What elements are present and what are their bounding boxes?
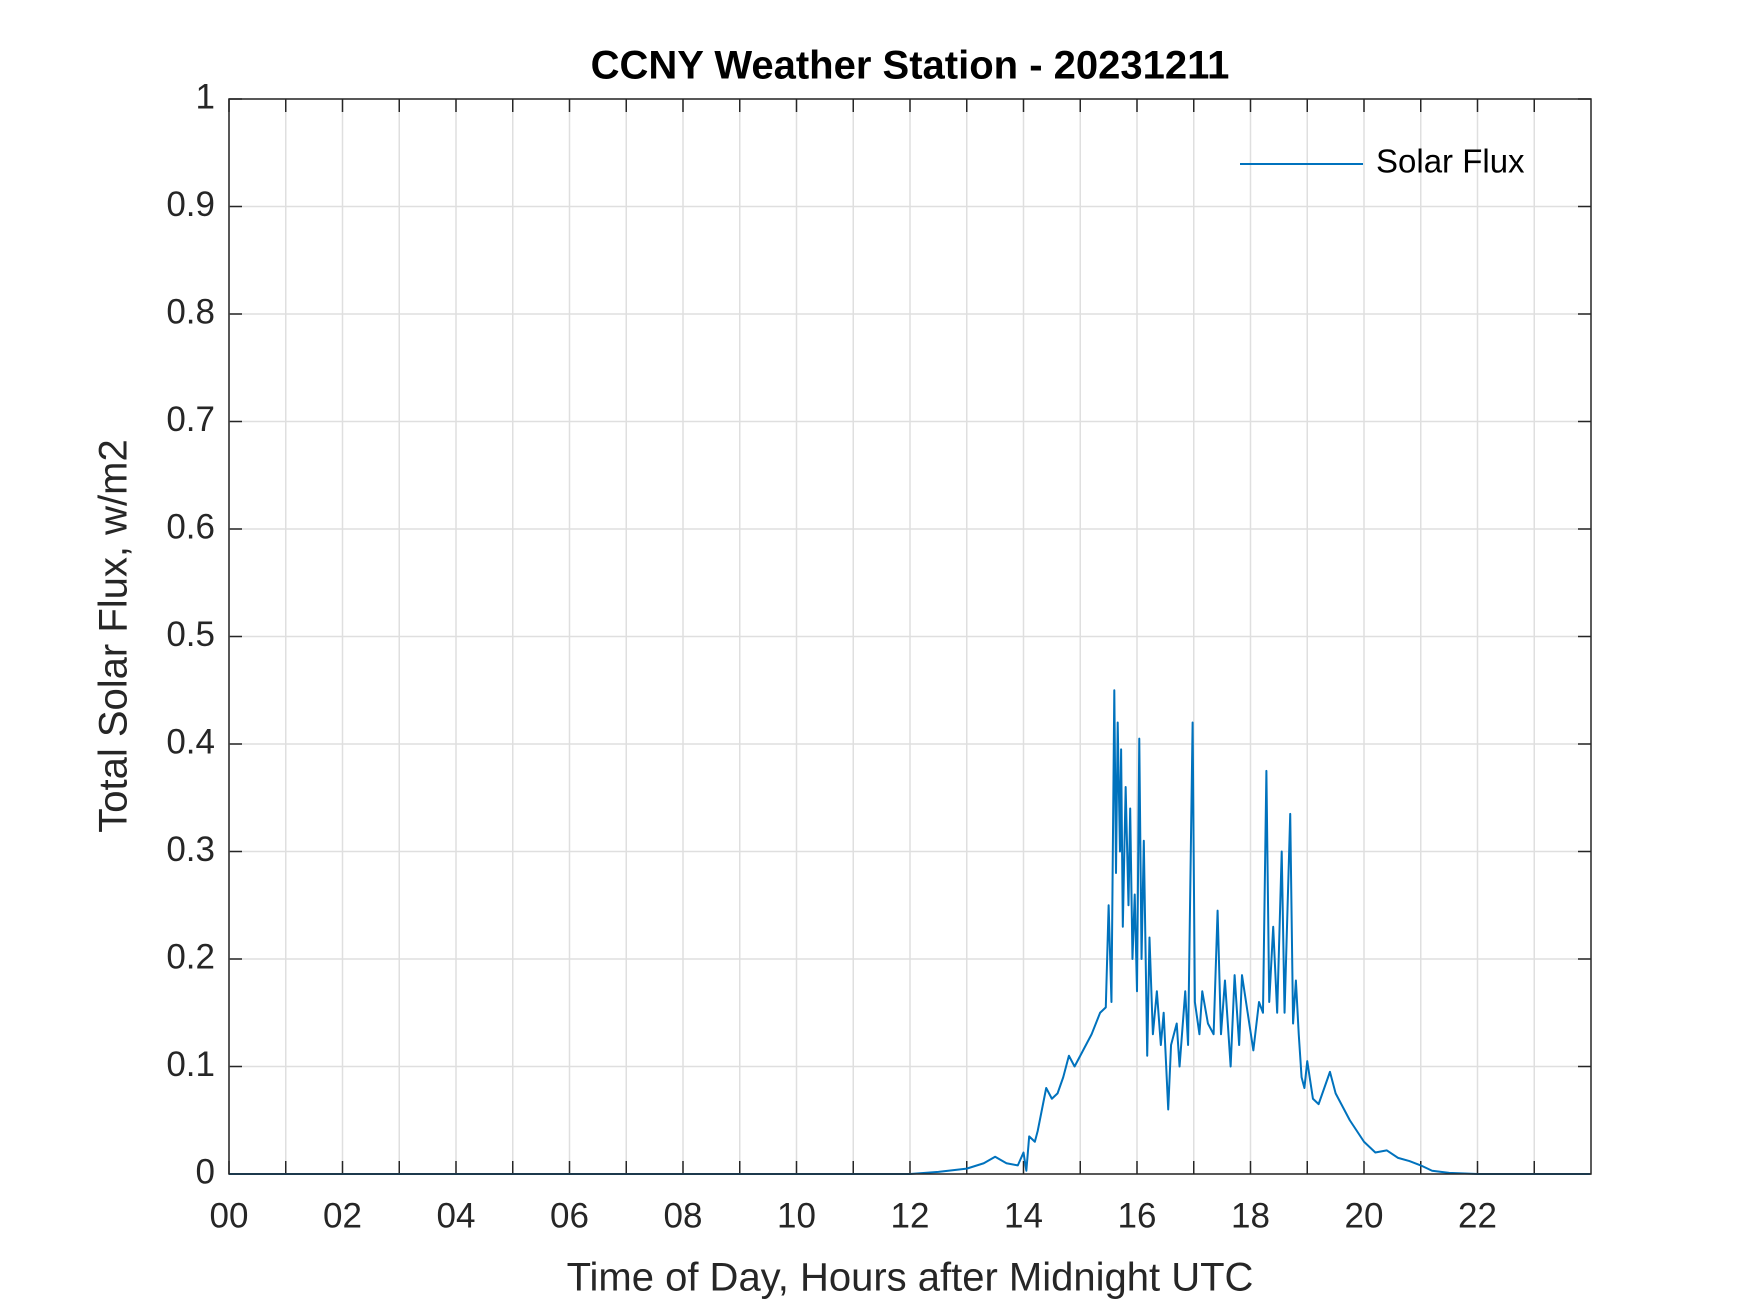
x-tick-label: 08 bbox=[664, 1196, 703, 1235]
x-tick-label: 10 bbox=[777, 1196, 816, 1235]
x-tick-label: 04 bbox=[437, 1196, 476, 1235]
x-tick-label: 02 bbox=[323, 1196, 362, 1235]
x-tick-label: 20 bbox=[1345, 1196, 1384, 1235]
y-tick-label: 0.9 bbox=[166, 185, 215, 224]
y-tick-label: 0.6 bbox=[166, 507, 215, 546]
x-tick-label: 18 bbox=[1231, 1196, 1270, 1235]
x-tick-label: 16 bbox=[1118, 1196, 1157, 1235]
y-tick-label: 0.8 bbox=[166, 292, 215, 331]
x-tick-label: 12 bbox=[891, 1196, 930, 1235]
y-tick-label: 0.4 bbox=[166, 722, 215, 761]
data-line bbox=[229, 689, 1590, 1175]
x-tick-label: 06 bbox=[550, 1196, 589, 1235]
y-tick-label: 0.5 bbox=[166, 615, 215, 654]
y-tick-label: 0 bbox=[196, 1152, 215, 1191]
x-tick-label: 14 bbox=[1004, 1196, 1043, 1235]
x-axis-label: Time of Day, Hours after Midnight UTC bbox=[567, 1256, 1254, 1300]
plot-frame bbox=[228, 98, 1592, 1175]
y-tick-label: 0.2 bbox=[166, 937, 215, 976]
legend-label: Solar Flux bbox=[1376, 143, 1525, 180]
y-axis-label: Total Solar Flux, w/m2 bbox=[92, 439, 136, 832]
y-tick-label: 1 bbox=[196, 77, 215, 116]
chart-title: CCNY Weather Station - 20231211 bbox=[591, 44, 1230, 88]
y-tick-label: 0.7 bbox=[166, 400, 215, 439]
x-tick-label: 00 bbox=[210, 1196, 249, 1235]
y-tick-label: 0.1 bbox=[166, 1045, 215, 1084]
x-tick-label: 22 bbox=[1458, 1196, 1497, 1235]
y-tick-label: 0.3 bbox=[166, 830, 215, 869]
